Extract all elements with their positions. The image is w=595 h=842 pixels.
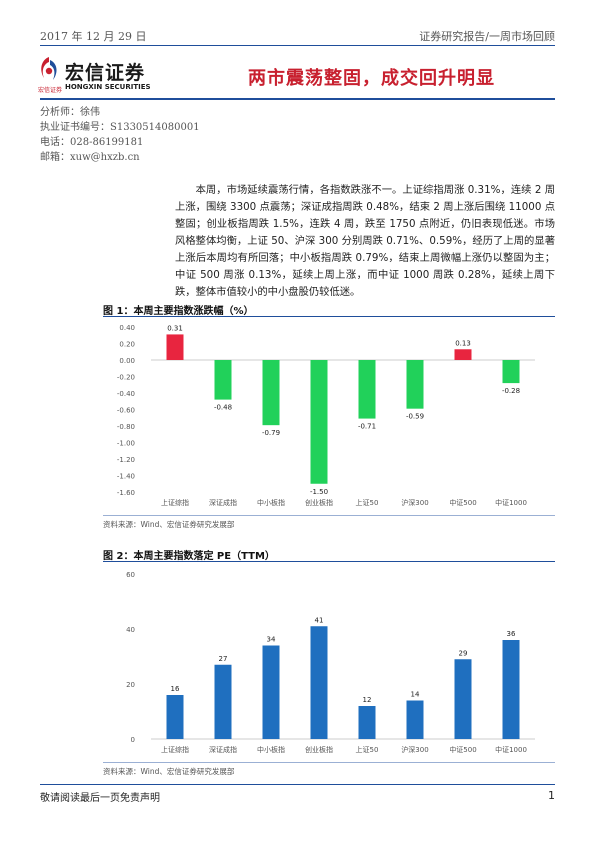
footer-divider [40,784,555,785]
bar-value-label: 12 [363,696,372,704]
figure1-top-rule [103,316,555,317]
logo-subtitle-cn: 宏信证券 [38,87,63,94]
chart-bar [166,695,184,739]
y-tick-label: -0.60 [117,407,135,415]
analyst-license: 执业证书编号：S1330514080001 [40,122,200,133]
figure1-title: 图 1：本周主要指数涨跌幅（%） [103,306,254,317]
x-category-label: 创业板指 [305,498,333,507]
page-number: 1 [548,789,555,802]
header-divider [40,45,555,46]
logo-subtitle-en: HONGXIN SECURITIES [65,83,151,91]
bar-value-label: -0.59 [406,413,424,421]
chart-bar [406,360,424,409]
bar-value-label: 34 [267,636,276,644]
bar-value-label: 14 [411,691,420,699]
company-logo: 宏信证券 宏信证券 HONGXIN SECURITIES [38,56,163,94]
x-category-label: 上证综指 [161,498,189,507]
y-tick-label: 40 [126,626,135,634]
x-category-label: 沪深300 [401,745,428,754]
figure2-source: 资料来源：Wind、宏信证券研究发展部 [103,767,235,776]
x-category-label: 上证综指 [161,745,189,754]
report-headline: 两市震荡整固，成交回升明显 [248,68,495,89]
headline-divider [40,98,555,100]
analyst-phone: 电话：028-86199181 [40,137,144,148]
x-category-label: 中证500 [449,745,476,754]
x-category-label: 中小板指 [257,745,285,754]
chart-bar [262,360,280,426]
x-category-label: 中证1000 [495,498,527,507]
x-category-label: 中证500 [449,498,476,507]
y-tick-label: -1.20 [117,456,135,464]
analyst-name: 分析师：徐伟 [40,107,100,118]
summary-paragraph: 本周，市场延续震荡行情，各指数跌涨不一。上证综指周涨 0.31%，连续 2 周上… [175,184,555,298]
chart-bar [214,664,232,739]
x-category-label: 中证1000 [495,745,527,754]
y-tick-label: -0.20 [117,374,135,382]
x-category-label: 上证50 [356,498,379,507]
bar-value-label: 0.31 [167,324,183,332]
y-tick-label: 0.40 [119,324,135,332]
chart-bar [358,706,376,739]
chart-bar [262,645,280,739]
chart-bar [502,640,520,739]
bar-value-label: -0.28 [502,387,520,395]
chart-bar [214,360,232,400]
logo-mark-icon [41,57,57,80]
x-category-label: 中小板指 [257,498,285,507]
chart-bar [166,334,184,360]
y-tick-label: 60 [126,571,135,579]
x-category-label: 创业板指 [305,745,333,754]
report-date: 2017 年 12 月 29 日 [40,30,147,43]
chart-bar [454,659,472,739]
x-category-label: 深证成指 [209,498,237,507]
figure2-top-rule [103,561,555,562]
y-tick-label: -0.40 [117,390,135,398]
y-tick-label: -1.40 [117,473,135,481]
figure1-bottom-rule [103,515,555,516]
x-category-label: 上证50 [356,745,379,754]
figure2-bottom-rule [103,762,555,763]
chart-bar [310,360,328,484]
chart-bar [358,360,376,419]
logo-name: 宏信证券 [65,62,146,84]
y-tick-label: 0 [131,736,135,744]
y-tick-label: -1.00 [117,440,135,448]
bar-value-label: -0.71 [358,423,376,431]
bar-value-label: -1.50 [310,488,328,496]
chart-bar [310,626,328,739]
chart-bar [406,700,424,739]
figure2-chart: 0 20 40 60 16 上证综指 27 深证成指 34 中小板指 41 创业板指 12 上证50 14 沪… [126,571,535,754]
x-category-label: 沪深300 [401,498,428,507]
bar-value-label: 0.13 [455,339,471,347]
figure1-source: 资料来源：Wind、宏信证券研究发展部 [103,520,235,529]
figure2-title: 图 2：本周主要指数落定 PE（TTM） [103,551,275,562]
disclaimer-notice: 敬请阅读最后一页免责声明 [40,793,160,804]
bar-value-label: 36 [507,630,516,638]
y-tick-label: 0.00 [119,357,135,365]
chart-bar [502,360,520,384]
y-tick-label: -0.80 [117,423,135,431]
report-type: 证券研究报告/一周市场回顾 [419,30,555,43]
bar-value-label: 16 [171,685,180,693]
bar-value-label: -0.79 [262,429,280,437]
bar-value-label: -0.48 [214,404,232,412]
y-tick-label: 0.20 [119,341,135,349]
y-tick-label: -1.60 [117,489,135,497]
y-tick-label: 20 [126,681,135,689]
x-category-label: 深证成指 [209,745,237,754]
analyst-email: 邮箱：xuw@hxzb.cn [40,152,140,163]
bar-value-label: 29 [459,649,468,657]
bar-value-label: 27 [219,655,228,663]
analyst-info: 分析师：徐伟 执业证书编号：S1330514080001 电话：028-8619… [40,105,200,165]
chart-bar [454,349,472,360]
figure1-chart: 0.40 0.20 0.00 -0.20 -0.40 -0.60 -0.80 -1.00 -1.… [117,324,535,507]
bar-value-label: 41 [315,616,324,624]
